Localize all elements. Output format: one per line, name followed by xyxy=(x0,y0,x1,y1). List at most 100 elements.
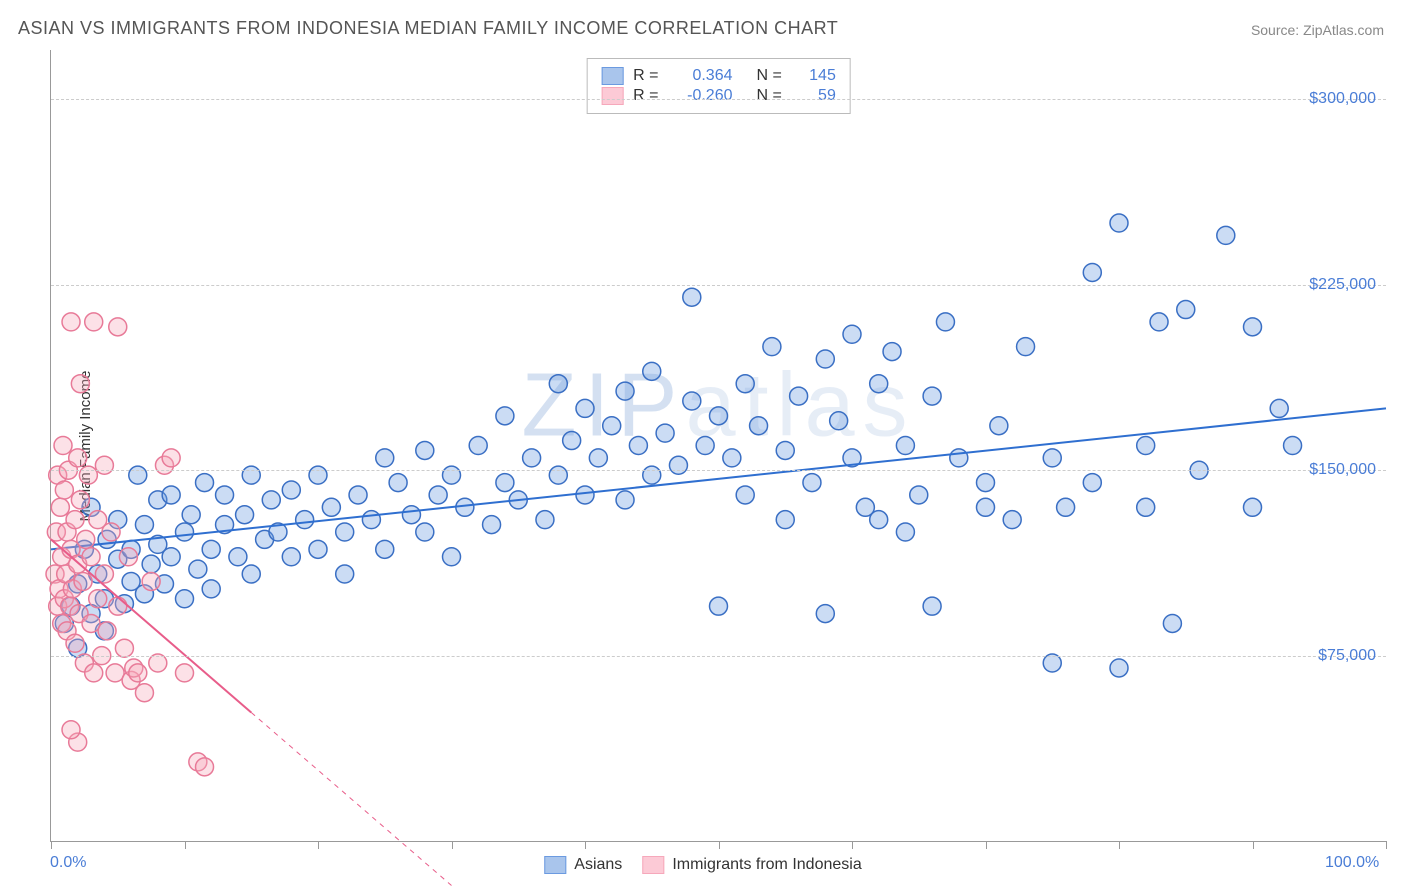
data-point xyxy=(883,343,901,361)
data-point xyxy=(176,590,194,608)
data-point xyxy=(402,506,420,524)
data-point xyxy=(669,456,687,474)
x-tick xyxy=(185,841,186,849)
data-point xyxy=(1270,399,1288,417)
y-tick-label: $225,000 xyxy=(1309,276,1376,294)
data-point xyxy=(896,523,914,541)
data-point xyxy=(496,474,514,492)
data-point xyxy=(362,511,380,529)
data-point xyxy=(66,634,84,652)
gridline xyxy=(51,470,1386,471)
legend-r-value: 0.364 xyxy=(673,67,733,85)
data-point xyxy=(376,449,394,467)
data-point xyxy=(723,449,741,467)
data-point xyxy=(896,437,914,455)
data-point xyxy=(1137,437,1155,455)
data-point xyxy=(1217,226,1235,244)
correlation-legend: R =0.364N =145R =-0.260N =59 xyxy=(586,58,851,114)
data-point xyxy=(990,417,1008,435)
data-point xyxy=(95,456,113,474)
data-point xyxy=(102,523,120,541)
x-tick xyxy=(585,841,586,849)
data-point xyxy=(776,511,794,529)
data-point xyxy=(71,375,89,393)
data-point xyxy=(229,548,247,566)
data-point xyxy=(62,721,80,739)
data-point xyxy=(54,437,72,455)
data-point xyxy=(309,466,327,484)
data-point xyxy=(74,572,92,590)
data-point xyxy=(589,449,607,467)
data-point xyxy=(736,375,754,393)
data-point xyxy=(1043,654,1061,672)
x-tick xyxy=(852,841,853,849)
data-point xyxy=(790,387,808,405)
data-point xyxy=(1043,449,1061,467)
data-point xyxy=(66,511,84,529)
data-point xyxy=(85,313,103,331)
x-tick-label: 0.0% xyxy=(50,854,86,872)
series-legend: AsiansImmigrants from Indonesia xyxy=(544,856,861,874)
data-point xyxy=(296,511,314,529)
data-point xyxy=(1177,301,1195,319)
data-point xyxy=(977,474,995,492)
data-point xyxy=(496,407,514,425)
data-point xyxy=(242,565,260,583)
data-point xyxy=(282,481,300,499)
data-point xyxy=(443,466,461,484)
data-point xyxy=(923,597,941,615)
legend-swatch xyxy=(642,856,664,874)
data-point xyxy=(109,597,127,615)
data-point xyxy=(429,486,447,504)
data-point xyxy=(549,375,567,393)
data-point xyxy=(119,548,137,566)
data-point xyxy=(710,597,728,615)
data-point xyxy=(1137,498,1155,516)
data-point xyxy=(603,417,621,435)
legend-row: R =-0.260N =59 xyxy=(601,87,836,105)
data-point xyxy=(196,474,214,492)
data-point xyxy=(923,387,941,405)
data-point xyxy=(336,523,354,541)
data-point xyxy=(1017,338,1035,356)
data-point xyxy=(629,437,647,455)
data-point xyxy=(1057,498,1075,516)
data-point xyxy=(376,540,394,558)
data-point xyxy=(242,466,260,484)
data-point xyxy=(1150,313,1168,331)
data-point xyxy=(98,622,116,640)
data-point xyxy=(189,560,207,578)
legend-r-value: -0.260 xyxy=(673,87,733,105)
data-point xyxy=(202,580,220,598)
data-point xyxy=(483,516,501,534)
data-point xyxy=(389,474,407,492)
data-point xyxy=(683,392,701,410)
data-point xyxy=(416,523,434,541)
data-point xyxy=(803,474,821,492)
data-point xyxy=(176,523,194,541)
data-point xyxy=(549,466,567,484)
data-point xyxy=(51,498,69,516)
data-point xyxy=(106,664,124,682)
data-point xyxy=(843,325,861,343)
data-point xyxy=(282,548,300,566)
x-tick xyxy=(318,841,319,849)
data-point xyxy=(129,664,147,682)
data-point xyxy=(142,555,160,573)
legend-n-value: 59 xyxy=(796,87,836,105)
data-point xyxy=(336,565,354,583)
data-point xyxy=(469,437,487,455)
series-legend-item: Immigrants from Indonesia xyxy=(642,856,861,874)
data-point xyxy=(1003,511,1021,529)
data-point xyxy=(1284,437,1302,455)
data-point xyxy=(79,466,97,484)
data-point xyxy=(563,432,581,450)
data-point xyxy=(1244,318,1262,336)
data-point xyxy=(349,486,367,504)
legend-swatch xyxy=(601,87,623,105)
data-point xyxy=(443,548,461,566)
data-point xyxy=(236,506,254,524)
data-point xyxy=(750,417,768,435)
x-tick xyxy=(452,841,453,849)
data-point xyxy=(1163,614,1181,632)
